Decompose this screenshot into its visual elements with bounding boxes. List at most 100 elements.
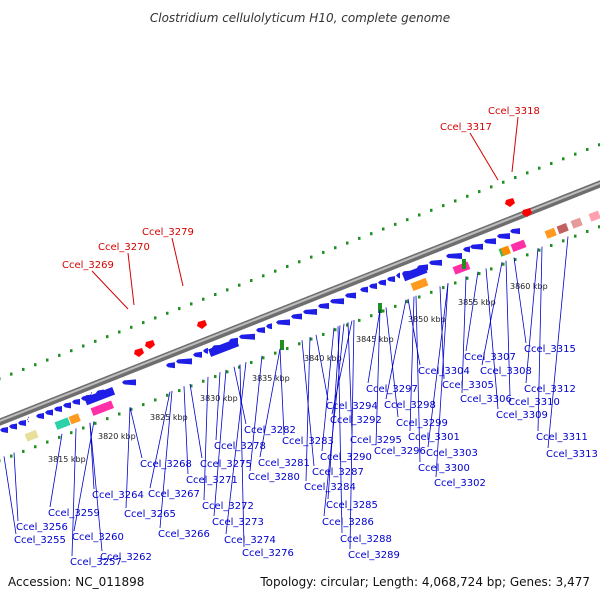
colored-gene-block: [90, 400, 114, 416]
outer-dotted-guide-dot: [70, 349, 73, 353]
outer-dotted-guide-dot: [466, 194, 469, 198]
gene-arrow: [176, 358, 192, 365]
outer-dotted-guide-dot: [214, 293, 217, 297]
gene-arrow: [330, 298, 344, 305]
colored-gene-block: [68, 413, 81, 425]
gene-arrow: [360, 286, 368, 293]
gene-arrow: [303, 308, 317, 315]
backbone-highlight: [0, 181, 600, 423]
blue-label-line: [461, 276, 467, 394]
blue-label-line: [439, 286, 445, 380]
gene-arrow: [63, 402, 71, 409]
outer-dotted-guide-dot: [34, 363, 37, 367]
gene-arrow: [36, 412, 44, 419]
blue-gene-label: Ccel_3257: [70, 557, 122, 568]
outer-dotted-guide-dot: [250, 279, 253, 282]
blue-gene-label: Ccel_3312: [524, 384, 576, 395]
blue-gene-label: Ccel_3272: [202, 501, 254, 512]
blue-gene-label: Ccel_3268: [140, 459, 192, 470]
outer-dotted-guide-dot: [370, 232, 373, 236]
outer-dotted-guide-dot: [166, 311, 169, 315]
red-label-line: [469, 132, 499, 181]
blue-label-line: [547, 236, 569, 449]
outer-dotted-guide-dot: [538, 166, 541, 170]
outer-dotted-guide-dot: [0, 377, 1, 381]
blue-gene-label: Ccel_3296: [374, 446, 426, 457]
blue-gene-label: Ccel_3315: [524, 344, 576, 355]
green-feature-mark: [462, 259, 466, 269]
red-gene-label: Ccel_3270: [98, 242, 150, 253]
blue-label-line: [525, 248, 539, 384]
blue-label-line: [537, 246, 543, 432]
outer-dotted-guide-dot: [514, 176, 517, 180]
colored-gene-block: [452, 261, 471, 275]
genome-backbone: [0, 180, 600, 426]
inner-dotted-guide-dot: [382, 309, 385, 313]
inner-dotted-guide-dot: [106, 417, 109, 421]
colored-gene-block: [54, 417, 71, 430]
outer-dotted-guide-dot: [418, 213, 421, 217]
blue-label-line: [89, 422, 95, 490]
blue-gene-label: Ccel_3303: [426, 448, 478, 459]
ruler-tick-label: 3815 kbp: [48, 455, 86, 464]
outer-dotted-guide-dot: [94, 339, 97, 343]
outer-dotted-guide-dot: [526, 171, 529, 175]
gene-arrow: [72, 398, 80, 405]
gene-arrow: [203, 347, 208, 354]
outer-dotted-guide-dot: [394, 222, 397, 226]
outer-dotted-guide-dot: [478, 190, 481, 194]
outer-dotted-guide-dot: [574, 152, 577, 156]
accession-text: Accession: NC_011898: [8, 575, 144, 589]
outer-dotted-guide-dot: [334, 246, 337, 250]
blue-gene-label: Ccel_3280: [248, 472, 300, 483]
inner-dotted-guide-dot: [94, 421, 97, 425]
gene-arrow: [470, 243, 483, 250]
inner-dotted-guide-dot: [358, 318, 361, 322]
blue-gene-label: Ccel_3313: [546, 449, 598, 460]
blue-label-line: [213, 369, 227, 517]
inner-dotted-guide-dot: [226, 370, 229, 374]
blue-gene-label: Ccel_3304: [418, 366, 470, 377]
inner-dotted-guide-dot: [34, 445, 37, 449]
blue-label-line: [385, 299, 407, 400]
blue-gene-label: Ccel_3295: [350, 435, 402, 446]
blue-label-line: [183, 386, 189, 475]
blue-gene-label: Ccel_3256: [16, 522, 68, 533]
gene-arrow: [484, 238, 496, 245]
outer-dotted-guide-dot: [586, 147, 589, 151]
blue-label-line: [249, 355, 263, 472]
red-label-line: [91, 270, 129, 310]
inner-dotted-guide-dot: [454, 281, 457, 285]
colored-gene-block: [500, 245, 511, 256]
inner-dotted-guide-dot: [238, 365, 241, 369]
blue-gene-label: Ccel_3292: [330, 415, 382, 426]
red-label-lines: [91, 116, 519, 310]
inner-dotted-guide-dot: [586, 229, 589, 233]
blue-gene-label: Ccel_3285: [326, 500, 378, 511]
gene-arrow: [27, 416, 29, 423]
blue-gene-label: Ccel_3306: [460, 394, 512, 405]
inner-dotted-guide-dot: [526, 253, 529, 257]
outer-dotted-guide-dot: [430, 208, 433, 212]
outer-dotted-guide-dot: [274, 269, 277, 273]
blue-label-line: [337, 326, 343, 534]
inner-dotted-guide-dot: [346, 323, 349, 327]
outer-dotted-guide-dot: [382, 227, 385, 231]
outer-dotted-guide-dot: [298, 260, 301, 264]
map-title: Clostridium cellulolyticum H10, complete…: [150, 11, 450, 25]
inner-dotted-guide-dot: [142, 403, 145, 407]
blue-gene-label: Ccel_3302: [434, 478, 486, 489]
outer-dotted-guide-dot: [106, 335, 109, 339]
red-gene-label: Ccel_3318: [488, 106, 540, 117]
blue-gene-label: Ccel_3274: [224, 535, 276, 546]
inner-dotted-guide-dot: [370, 314, 373, 318]
blue-label-line: [279, 348, 285, 436]
inner-dotted-guide-dot: [250, 361, 253, 364]
inner-dotted-guide-dot: [442, 286, 445, 290]
blue-label-line: [323, 323, 345, 517]
red-gene-marker: [522, 208, 532, 217]
inner-dotted-guide-dot: [286, 346, 289, 350]
gene-arrow: [276, 319, 290, 326]
blue-gene-label: Ccel_3266: [158, 529, 210, 540]
outer-dotted-guide-dot: [598, 143, 600, 147]
